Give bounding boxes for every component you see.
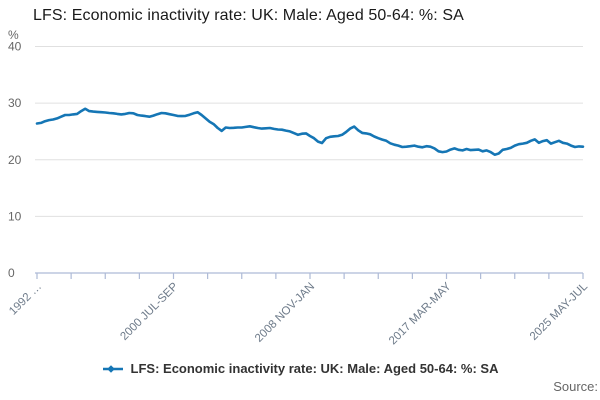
legend-label: LFS: Economic inactivity rate: UK: Male:… [130,361,499,376]
line-chart-plot: 0 10 20 30 40% 1992 … 2000 JUL-SEP 2008 NOV-JAN… [7,28,591,347]
y-axis-tick-label: 20 [8,153,22,167]
y-axis-tick-label: 30 [8,96,22,110]
x-axis-tick-label: 2008 NOV-JAN [253,281,317,345]
x-axis-tick-label: 1992 … [7,281,44,318]
data-line-series [35,107,585,156]
legend: LFS: Economic inactivity rate: UK: Male:… [0,361,600,376]
source-label: Source: [553,379,598,394]
legend-line-marker-icon [102,364,124,374]
y-axis-unit-label: % [8,28,19,42]
y-axis-tick-label: 40 [8,40,22,54]
x-axis-tick-label: 2000 JUL-SEP [118,280,181,343]
x-axis-tick-label: 2017 MAR-MAY [387,280,454,347]
chart-title: LFS: Economic inactivity rate: UK: Male:… [33,7,464,24]
x-axis-tick-label: 2025 MAY-JUL [528,280,591,343]
y-axis-tick-label: 10 [8,209,22,223]
y-axis-tick-label: 0 [8,266,15,280]
